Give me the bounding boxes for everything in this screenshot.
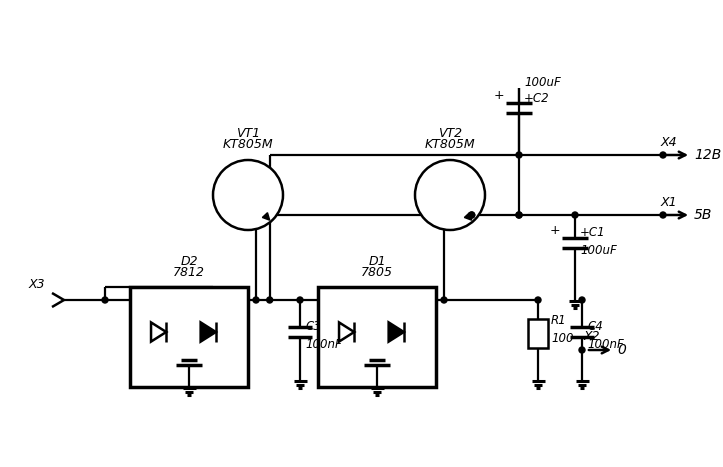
Circle shape <box>516 212 522 218</box>
Text: C4: C4 <box>587 320 603 333</box>
Text: X3: X3 <box>28 278 45 291</box>
Circle shape <box>297 297 303 303</box>
Circle shape <box>516 212 522 218</box>
Polygon shape <box>151 322 166 341</box>
Circle shape <box>516 152 522 158</box>
Text: +C2: +C2 <box>524 92 549 105</box>
Text: VT2: VT2 <box>438 127 462 140</box>
Circle shape <box>213 160 283 230</box>
Text: D1: D1 <box>368 255 386 268</box>
Text: X1: X1 <box>661 196 677 208</box>
Text: D2: D2 <box>180 255 198 268</box>
Text: X2: X2 <box>584 331 601 344</box>
Polygon shape <box>464 212 471 220</box>
Text: KT805M: KT805M <box>424 138 475 151</box>
Bar <box>318 287 436 387</box>
Polygon shape <box>262 212 270 220</box>
Text: KT805M: KT805M <box>223 138 273 151</box>
Text: +C1: +C1 <box>580 226 606 240</box>
Circle shape <box>415 160 485 230</box>
Text: +: + <box>549 224 560 237</box>
Circle shape <box>253 297 259 303</box>
Text: 100nF: 100nF <box>305 338 342 351</box>
Text: 100uF: 100uF <box>580 243 617 256</box>
Circle shape <box>660 212 666 218</box>
Circle shape <box>579 347 585 353</box>
Text: C3: C3 <box>305 320 321 333</box>
Text: 7812: 7812 <box>173 266 205 279</box>
Polygon shape <box>201 322 216 341</box>
Bar <box>528 319 548 348</box>
Text: +: + <box>493 89 504 102</box>
Text: VT1: VT1 <box>236 127 260 140</box>
Text: R1: R1 <box>551 313 567 326</box>
Circle shape <box>267 297 273 303</box>
Text: 100uF: 100uF <box>524 76 561 89</box>
Circle shape <box>660 152 666 158</box>
Circle shape <box>441 297 447 303</box>
Polygon shape <box>339 322 354 341</box>
Text: 7805: 7805 <box>361 266 393 279</box>
Text: 100nF: 100nF <box>587 338 624 351</box>
Text: X4: X4 <box>661 135 677 149</box>
Circle shape <box>102 297 108 303</box>
Polygon shape <box>389 322 404 341</box>
Circle shape <box>572 212 578 218</box>
Bar <box>130 287 248 387</box>
Circle shape <box>579 297 585 303</box>
Text: 5В: 5В <box>694 208 712 222</box>
Text: 0: 0 <box>617 343 626 357</box>
Text: 100: 100 <box>551 332 573 345</box>
Circle shape <box>469 212 475 218</box>
Text: 12В: 12В <box>694 148 722 162</box>
Circle shape <box>469 212 475 218</box>
Circle shape <box>535 297 541 303</box>
